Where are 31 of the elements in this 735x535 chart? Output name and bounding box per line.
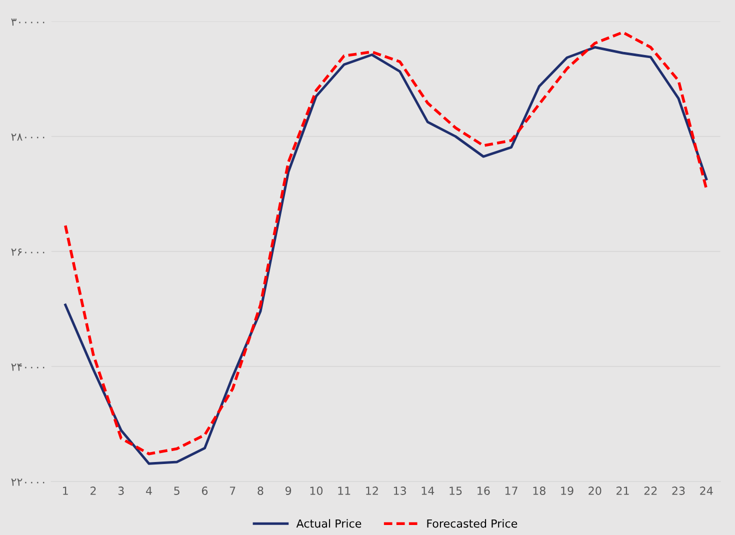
x-tick-label: 3	[118, 486, 124, 495]
x-tick-label: 5	[174, 486, 180, 495]
x-tick-label: 17	[505, 486, 518, 495]
x-tick-label: 11	[338, 486, 350, 495]
x-tick-label: 10	[310, 486, 323, 495]
x-tick-label: 22	[644, 486, 657, 495]
x-tick-label: 1	[63, 486, 68, 495]
y-tick-label: ۲۴۰۰۰۰	[11, 364, 44, 371]
x-tick-label: 14	[422, 486, 434, 495]
x-tick-label: 24	[700, 486, 713, 495]
x-tick-label: 9	[286, 486, 292, 495]
x-tick-label: 16	[478, 486, 490, 495]
x-tick-label: 8	[258, 486, 264, 495]
x-tick-label: 23	[672, 486, 685, 495]
legend-label: Actual Price	[296, 519, 362, 528]
x-tick-label: 12	[366, 486, 378, 495]
legend-label: Forecasted Price	[427, 519, 518, 528]
x-tick-label: 2	[90, 486, 96, 495]
x-tick-label: 4	[146, 486, 152, 495]
y-tick-label: ۳۰۰۰۰۰	[11, 18, 44, 26]
x-tick-label: 15	[450, 486, 462, 495]
x-tick-label: 21	[616, 486, 629, 495]
y-tick-label: ۲۶۰۰۰۰	[11, 248, 44, 256]
x-tick-label: 18	[533, 486, 546, 495]
x-tick-label: 20	[588, 486, 602, 495]
x-tick-label: 13	[394, 486, 406, 495]
y-tick-label: ۲۸۰۰۰۰	[11, 134, 44, 141]
x-tick-label: 19	[561, 486, 574, 495]
x-tick-label: 6	[202, 486, 208, 495]
x-tick-label: 7	[230, 486, 236, 495]
y-tick-label: ۲۲۰۰۰۰	[11, 478, 44, 486]
